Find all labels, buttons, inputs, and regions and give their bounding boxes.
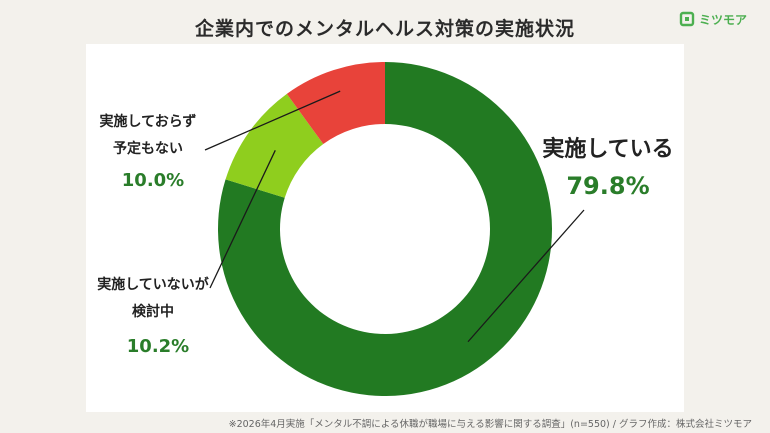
label-not-planned-line1: 実施しておらず: [99, 114, 197, 130]
label-implemented: 実施している: [528, 131, 688, 163]
value-considering: 10.2%: [126, 336, 190, 357]
slice-not-planned: [286, 62, 385, 145]
mitsumore-logo-icon: [679, 11, 695, 27]
brand-logo: ミツモア: [679, 10, 747, 28]
footnote: ※2026年4月実施「メンタル不調による休職が職場に与える影響に関する調査」(n…: [228, 419, 752, 430]
chart-title: 企業内でのメンタルヘルス対策の実施状況: [194, 18, 575, 40]
label-considering: 実施していないが 検討中: [78, 272, 228, 326]
value-not-planned: 10.0%: [121, 170, 185, 191]
slice-considering: [225, 93, 324, 198]
label-considering-line1: 実施していないが: [97, 277, 209, 293]
label-not-planned: 実施しておらず 予定もない: [78, 109, 218, 163]
leader-implemented: [467, 209, 585, 343]
label-not-planned-line2: 予定もない: [113, 141, 183, 157]
value-implemented: 79.8%: [566, 172, 650, 200]
slice-implemented: [218, 62, 553, 396]
leader-not-planned: [204, 90, 341, 151]
label-considering-line2: 検討中: [132, 304, 174, 320]
brand-name: ミツモア: [699, 12, 748, 27]
label-implemented-text: 実施している: [542, 137, 674, 162]
leader-considering: [209, 150, 276, 289]
